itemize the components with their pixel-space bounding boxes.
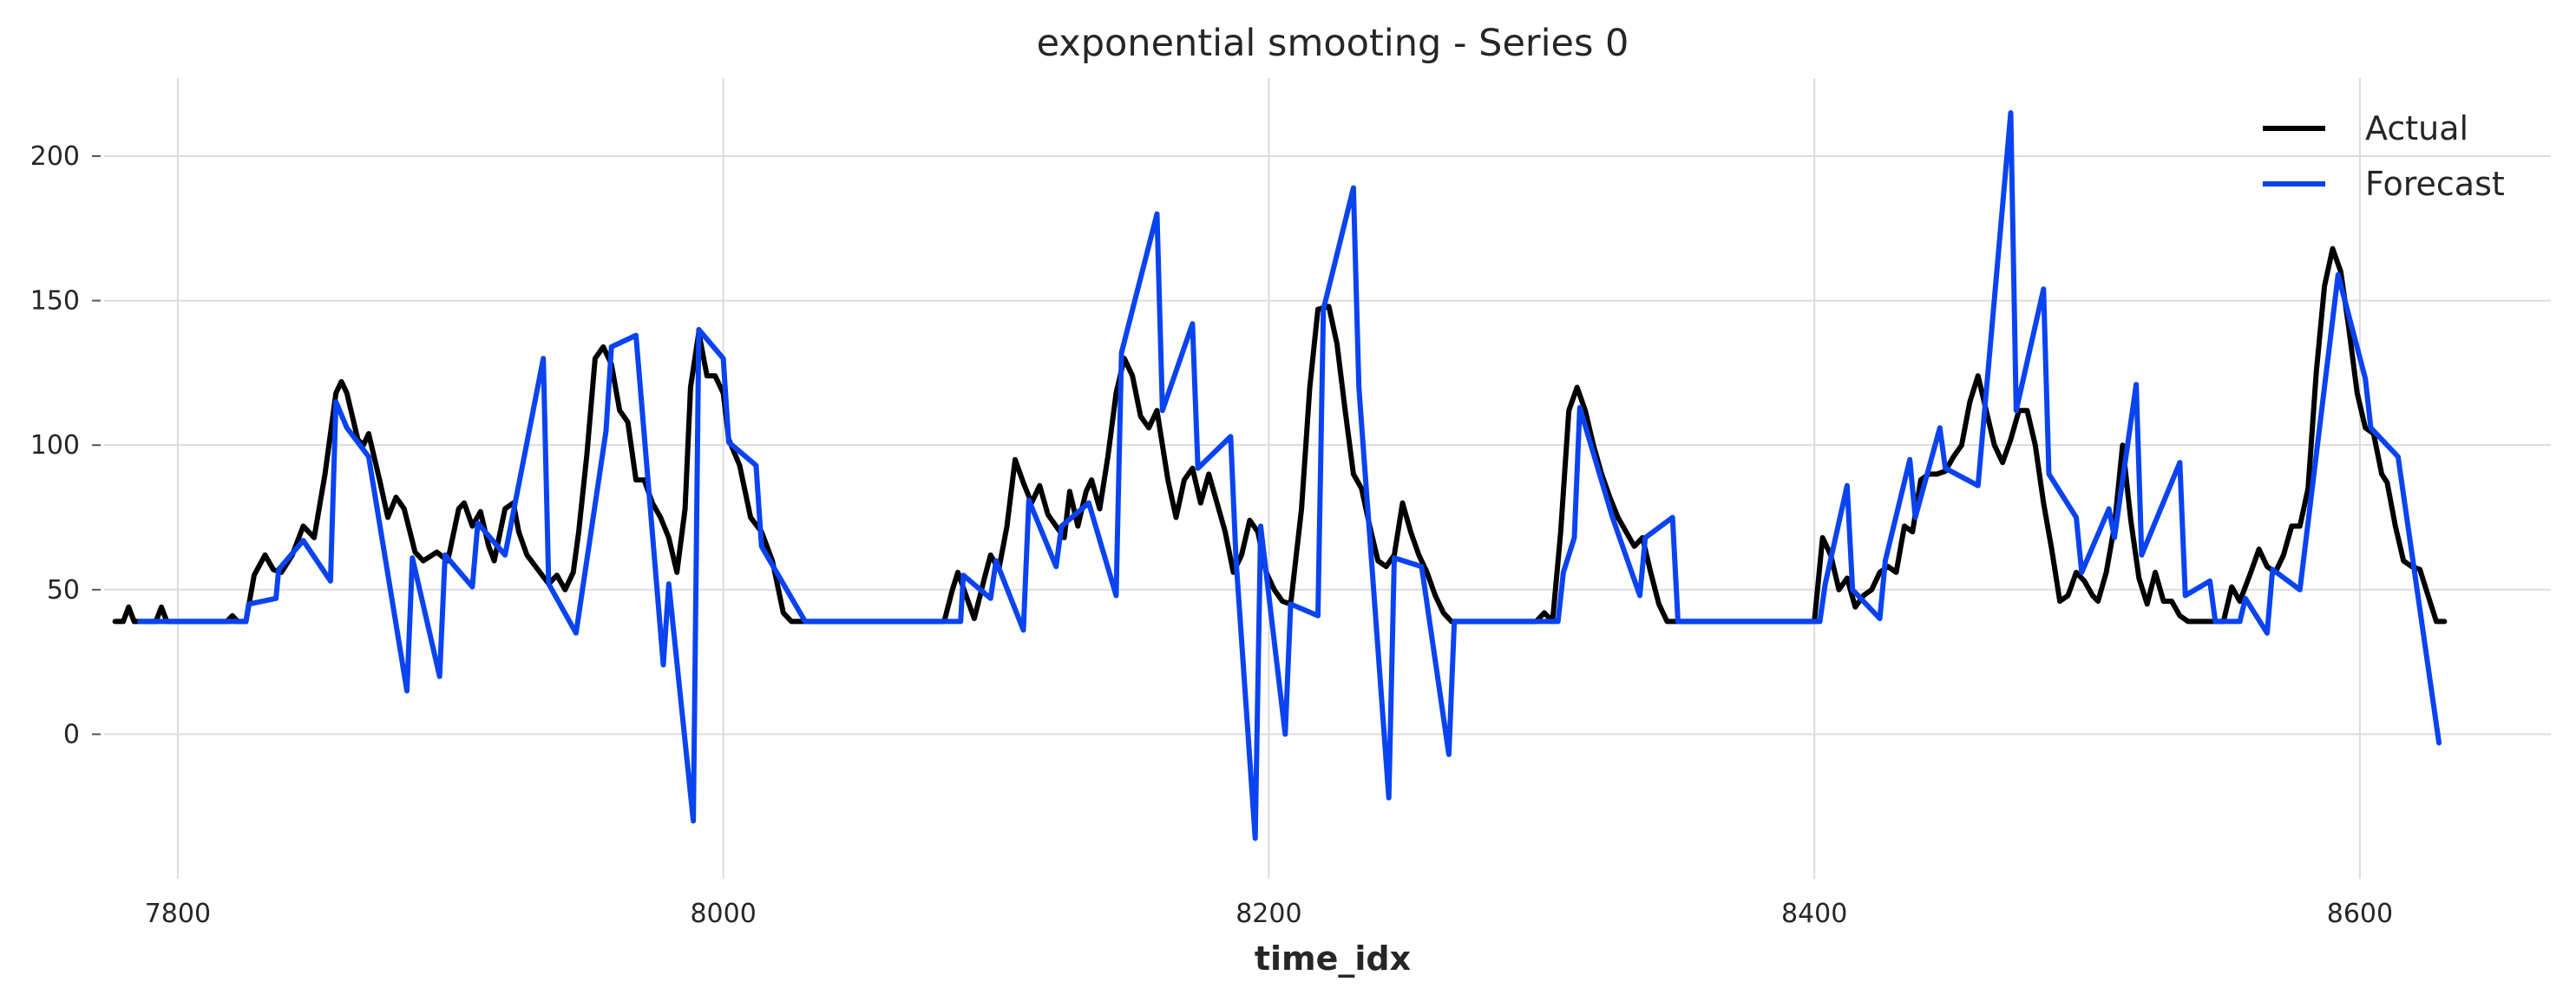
x-axis-ticks: 7800 8000 8200 8400 8600 bbox=[145, 899, 2393, 929]
grid-lines bbox=[104, 78, 2551, 879]
chart-title: exponential smooting - Series 0 bbox=[1037, 22, 1629, 65]
series-lines bbox=[112, 110, 2448, 841]
y-tick-label: 50 bbox=[47, 575, 80, 605]
x-tick-label: 8200 bbox=[1236, 899, 1301, 929]
x-tick-label: 8600 bbox=[2327, 899, 2393, 929]
series-line-actual bbox=[112, 245, 2448, 625]
series-line-forecast bbox=[136, 110, 2442, 841]
legend: Actual Forecast bbox=[2263, 109, 2505, 203]
y-tick-label: 0 bbox=[63, 719, 80, 749]
legend-label-actual: Actual bbox=[2365, 109, 2468, 147]
y-axis-ticks: 0 50 100 150 200 bbox=[30, 141, 101, 749]
y-tick-label: 200 bbox=[30, 141, 80, 172]
x-tick-label: 8400 bbox=[1781, 899, 1847, 929]
legend-label-forecast: Forecast bbox=[2365, 165, 2505, 203]
y-tick-label: 150 bbox=[30, 286, 80, 317]
y-tick-label: 100 bbox=[30, 430, 80, 461]
x-tick-label: 7800 bbox=[145, 899, 211, 929]
x-tick-label: 8000 bbox=[690, 899, 756, 929]
x-axis-title: time_idx bbox=[1255, 939, 1411, 978]
